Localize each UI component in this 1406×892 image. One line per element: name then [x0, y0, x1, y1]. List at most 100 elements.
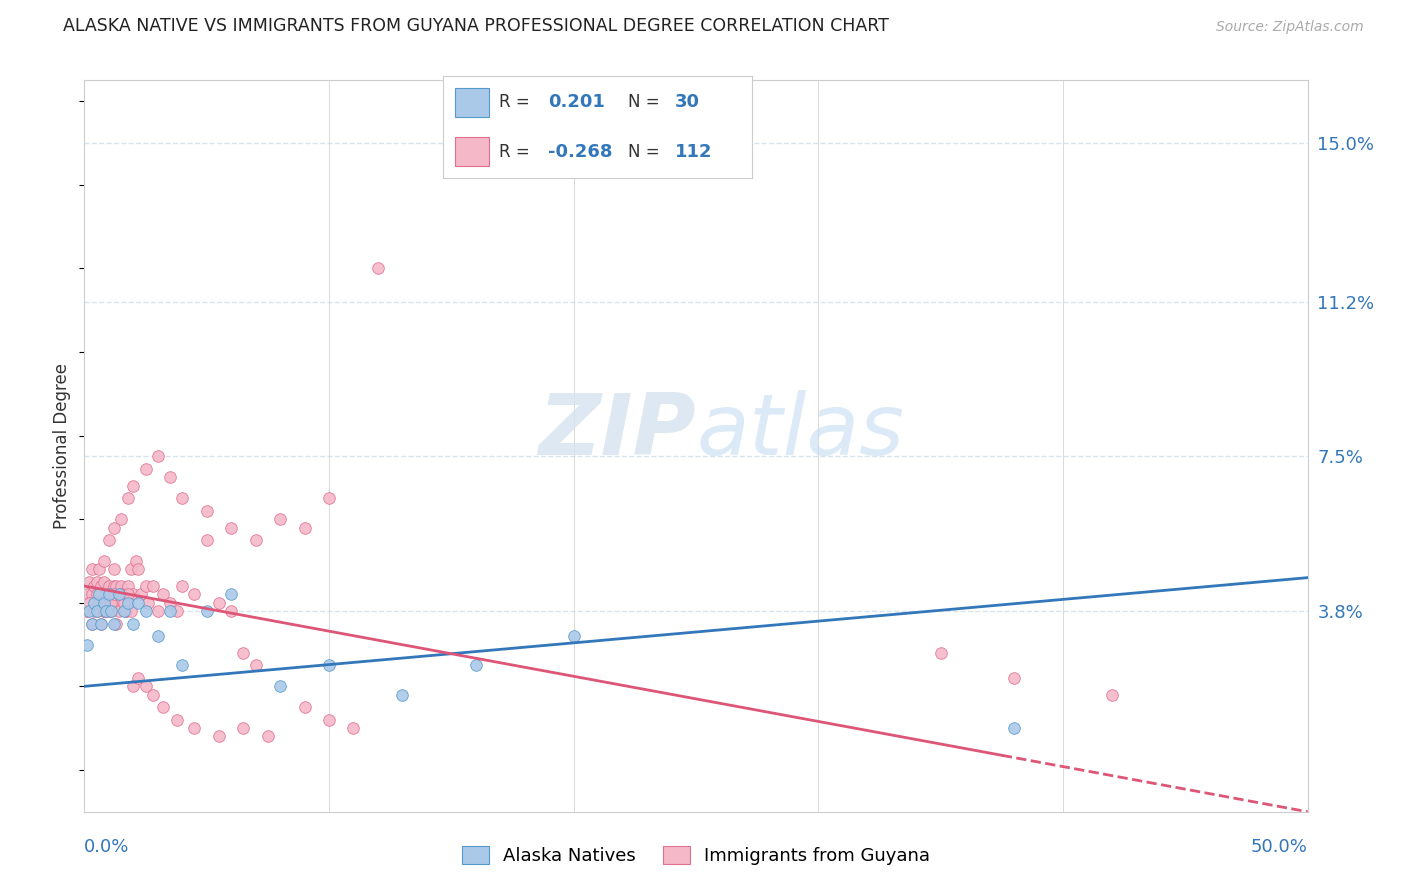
Point — [219, 604, 242, 618]
Point — [83, 596, 105, 610]
Point — [166, 713, 188, 727]
Point — [83, 579, 105, 593]
Point — [294, 700, 316, 714]
Text: R =: R = — [499, 94, 529, 112]
Point — [107, 587, 129, 601]
Point — [318, 658, 340, 673]
Point — [93, 574, 115, 589]
Point — [87, 562, 110, 576]
Point — [83, 596, 105, 610]
Point — [103, 579, 125, 593]
Point — [115, 604, 138, 618]
Point — [112, 587, 135, 601]
Point — [152, 700, 174, 714]
Point — [127, 562, 149, 576]
Point — [86, 574, 108, 589]
Point — [391, 688, 413, 702]
Point — [929, 646, 952, 660]
Bar — [456, 137, 489, 166]
Point — [105, 596, 128, 610]
Point — [219, 587, 242, 601]
Point — [77, 596, 100, 610]
Text: -0.268: -0.268 — [548, 143, 613, 161]
Point — [125, 554, 148, 568]
Point — [103, 616, 125, 631]
Y-axis label: Professional Degree: Professional Degree — [53, 363, 72, 529]
Point — [232, 721, 254, 735]
Point — [159, 596, 181, 610]
Point — [562, 629, 585, 643]
Point — [90, 579, 112, 593]
Point — [367, 261, 389, 276]
Text: ZIP: ZIP — [538, 390, 696, 473]
Point — [117, 587, 139, 601]
Point — [117, 596, 139, 610]
Point — [87, 596, 110, 610]
Legend: Alaska Natives, Immigrants from Guyana: Alaska Natives, Immigrants from Guyana — [454, 838, 938, 872]
Point — [103, 587, 125, 601]
Point — [93, 604, 115, 618]
Point — [219, 520, 242, 534]
Text: ALASKA NATIVE VS IMMIGRANTS FROM GUYANA PROFESSIONAL DEGREE CORRELATION CHART: ALASKA NATIVE VS IMMIGRANTS FROM GUYANA … — [63, 17, 889, 35]
Point — [97, 579, 120, 593]
Point — [76, 604, 98, 618]
Point — [195, 604, 218, 618]
Point — [166, 604, 188, 618]
Point — [80, 587, 103, 601]
Point — [93, 596, 115, 610]
Point — [129, 587, 152, 601]
Point — [122, 479, 145, 493]
Point — [183, 587, 205, 601]
Point — [122, 679, 145, 693]
Point — [77, 604, 100, 618]
Text: 50.0%: 50.0% — [1251, 838, 1308, 855]
Point — [105, 579, 128, 593]
Text: N =: N = — [628, 143, 659, 161]
Point — [172, 658, 194, 673]
Point — [342, 721, 364, 735]
Point — [100, 604, 122, 618]
Point — [135, 462, 157, 476]
Point — [90, 596, 112, 610]
Point — [110, 579, 132, 593]
Point — [86, 587, 108, 601]
Point — [159, 470, 181, 484]
Point — [96, 587, 118, 601]
Point — [195, 504, 218, 518]
Point — [76, 604, 98, 618]
Point — [294, 520, 316, 534]
Point — [208, 596, 231, 610]
Point — [122, 587, 145, 601]
Point — [172, 491, 194, 506]
Point — [80, 616, 103, 631]
Point — [120, 604, 142, 618]
Point — [152, 587, 174, 601]
Point — [80, 562, 103, 576]
Point — [112, 604, 135, 618]
Point — [135, 604, 157, 618]
Text: Source: ZipAtlas.com: Source: ZipAtlas.com — [1216, 21, 1364, 34]
Point — [87, 587, 110, 601]
Point — [257, 730, 280, 744]
Point — [122, 616, 145, 631]
Point — [90, 616, 112, 631]
Point — [100, 596, 122, 610]
Point — [136, 596, 159, 610]
Point — [83, 604, 105, 618]
Point — [117, 596, 139, 610]
Point — [142, 688, 165, 702]
Point — [183, 721, 205, 735]
Point — [127, 596, 149, 610]
Point — [1002, 721, 1025, 735]
Point — [77, 574, 100, 589]
Point — [318, 713, 340, 727]
Text: 0.201: 0.201 — [548, 94, 605, 112]
Point — [96, 604, 118, 618]
Point — [87, 587, 110, 601]
Point — [146, 604, 169, 618]
Point — [97, 587, 120, 601]
Point — [269, 512, 291, 526]
Point — [96, 604, 118, 618]
Text: atlas: atlas — [696, 390, 904, 473]
Point — [127, 671, 149, 685]
